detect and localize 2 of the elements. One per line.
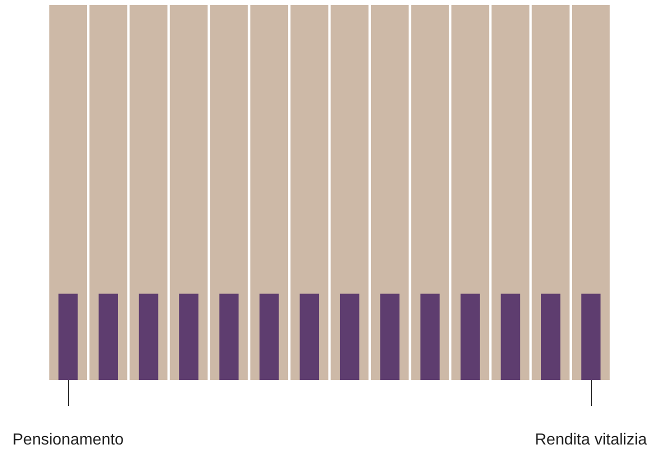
x-tick-label: Pensionamento — [12, 432, 124, 448]
x-tick-label: Rendita vitalizia — [534, 432, 648, 448]
